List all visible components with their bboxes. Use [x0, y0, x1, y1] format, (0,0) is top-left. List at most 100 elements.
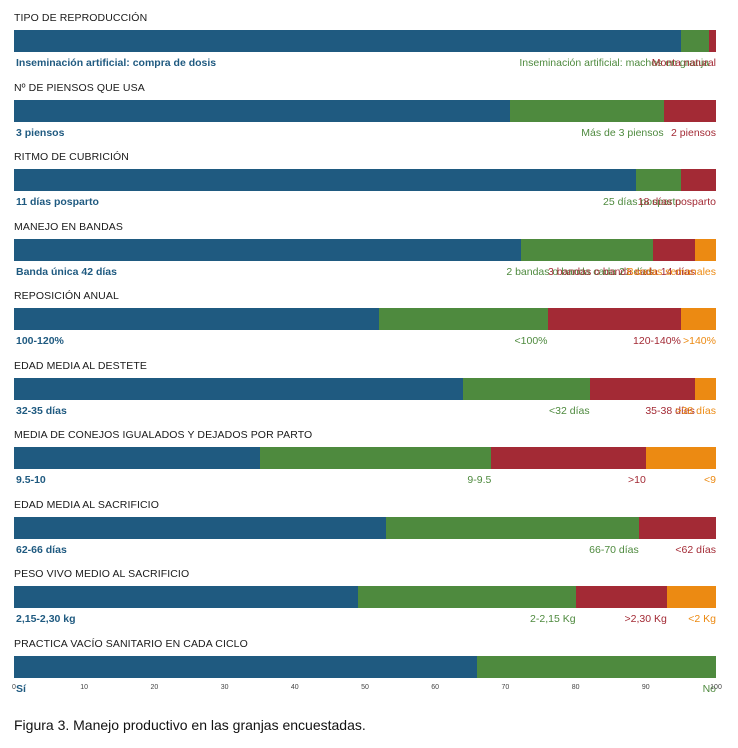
segment-label: 9.5-10 [16, 474, 46, 486]
bar-segment [509, 99, 664, 122]
segment-label: 120-140% [633, 335, 681, 347]
x-tick-label: 80 [571, 684, 580, 691]
bar-segment [636, 169, 682, 191]
row-title: Nº DE PIENSOS QUE USA [14, 81, 145, 94]
x-tick-label: 90 [641, 684, 650, 691]
row-title: PRACTICA VACÍO SANITARIO EN CADA CICLO [14, 637, 248, 650]
bar-segment [357, 586, 576, 608]
segment-label: 2-2,15 Kg [530, 613, 576, 625]
bar-segment [521, 238, 654, 261]
segment-label: <62 días [675, 543, 716, 556]
bar-segment [709, 30, 716, 52]
bar-segment [663, 99, 716, 122]
segment-label: 3 piensos [16, 126, 65, 139]
segment-label: 62-66 días [16, 543, 67, 556]
segment-label: 2 bandas o banda cada 21 días [506, 265, 654, 278]
segment-label: 2 piensos [671, 126, 716, 139]
segment-label: 9-9.5 [467, 474, 492, 486]
stacked-bar [14, 238, 716, 261]
bar-segment [14, 30, 682, 52]
x-tick-label: 0 [12, 684, 16, 691]
segment-label: <100% [514, 335, 548, 347]
segment-label: 25 días posparto [603, 196, 682, 208]
segment-label: <32 días [549, 404, 590, 417]
row-title: MANEJO EN BANDAS [14, 220, 123, 233]
bar-segment [14, 308, 380, 330]
segment-label: 11 días posparto [16, 196, 99, 208]
segment-label: 18 días posparto [637, 196, 716, 208]
stacked-bar-figure: TIPO DE REPRODUCCIÓN Inseminación artific… [12, 12, 722, 695]
segment-label: Inseminación artificial: machos en granj… [519, 57, 710, 69]
segment-label: 66-70 días [589, 543, 639, 556]
segment-label: Inseminación artificial: compra de dosis [16, 57, 217, 69]
figure-caption: Figura 3. Manejo productivo en las granj… [14, 717, 366, 733]
stacked-bar [14, 308, 716, 330]
segment-label: 32-35 días [16, 404, 67, 417]
x-tick-label: 100 [710, 684, 722, 691]
bar-segment [695, 238, 716, 261]
bar-segment [379, 308, 548, 330]
segment-label: >10 [627, 474, 646, 486]
stacked-bar [14, 377, 716, 400]
stacked-bar [14, 516, 716, 539]
segment-label: Bandas semanales [626, 265, 716, 278]
segment-label: 100-120% [16, 335, 64, 347]
bar-segment [14, 655, 478, 678]
bar-segment [680, 308, 716, 330]
x-tick-label: 70 [501, 684, 510, 691]
segment-label: Sí [16, 682, 26, 695]
stacked-bar [14, 169, 716, 191]
bar-segment [477, 655, 716, 678]
segment-label: >2,30 Kg [624, 613, 667, 625]
segment-label: No [702, 682, 716, 695]
row-title: PESO VIVO MEDIO AL SACRIFICIO [14, 568, 190, 580]
stacked-bar [14, 447, 716, 469]
x-tick-label: 20 [150, 684, 159, 691]
bar-segment [14, 447, 260, 469]
bar-segment [14, 99, 510, 122]
segment-label: <2 Kg [688, 613, 716, 625]
row-title: RITMO DE CUBRICIÓN [14, 151, 129, 163]
segment-label: <9 [704, 474, 716, 486]
x-tick-label: 40 [290, 684, 299, 691]
segment-label: >140% [683, 335, 716, 347]
stacked-bar [14, 30, 716, 52]
x-tick-label: 50 [361, 684, 369, 691]
bar-segment [386, 516, 639, 539]
stacked-bar [14, 655, 716, 678]
bar-segment [14, 586, 358, 608]
stacked-bar [14, 99, 716, 122]
x-tick-label: 60 [431, 684, 440, 691]
segment-label: Más de 3 piensos [581, 126, 664, 139]
row-title: EDAD MEDIA AL SACRIFICIO [14, 498, 159, 511]
bar-segment [491, 447, 646, 469]
bar-segment [653, 238, 696, 261]
segment-label: 3 bandas o banda cada 14 días [548, 265, 696, 278]
bar-segment [259, 447, 492, 469]
x-tick-label: 30 [220, 684, 229, 691]
segment-label: Monta natural [651, 57, 716, 69]
segment-label: 2,15-2,30 kg [16, 613, 76, 625]
bar-segment [575, 586, 667, 608]
bar-segment [645, 447, 716, 469]
row-title: MEDIA DE CONEJOS IGUALADOS Y DEJADOS POR… [14, 429, 313, 441]
bar-segment [14, 238, 522, 261]
x-tick-label: 10 [80, 684, 89, 691]
segment-label: >38 días [675, 404, 716, 417]
bar-segment [589, 377, 695, 400]
bar-segment [694, 377, 716, 400]
row-title: TIPO DE REPRODUCCIÓN [14, 12, 148, 24]
bar-segment [14, 516, 387, 539]
segment-label: Banda única 42 días [16, 265, 117, 278]
stacked-bar [14, 586, 716, 608]
row-title: REPOSICIÓN ANUAL [14, 290, 119, 302]
bar-segment [14, 169, 637, 191]
row-title: EDAD MEDIA AL DESTETE [14, 359, 147, 372]
bar-segment [547, 308, 681, 330]
bar-segment [681, 169, 716, 191]
bar-segment [681, 30, 710, 52]
bar-segment [14, 377, 464, 400]
segment-label: 35-38 días [645, 404, 695, 417]
bar-segment [666, 586, 716, 608]
bar-segment [463, 377, 590, 400]
